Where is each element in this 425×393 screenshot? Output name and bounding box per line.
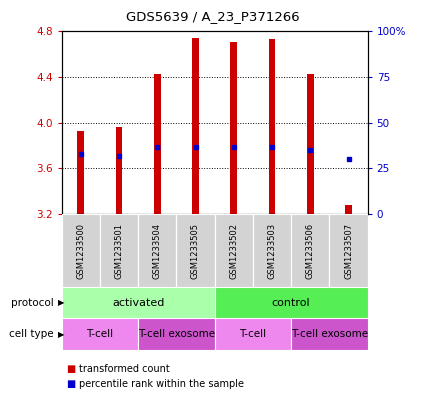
Bar — [329, 214, 368, 287]
Text: ■: ■ — [66, 379, 75, 389]
Text: cell type: cell type — [9, 329, 57, 339]
Bar — [62, 287, 215, 318]
Text: transformed count: transformed count — [79, 364, 170, 375]
Bar — [62, 318, 138, 350]
Text: ▶: ▶ — [58, 298, 65, 307]
Text: GSM1233507: GSM1233507 — [344, 222, 353, 279]
Bar — [62, 214, 100, 287]
Bar — [291, 318, 368, 350]
Text: ■: ■ — [66, 364, 75, 375]
Bar — [215, 287, 368, 318]
Bar — [138, 318, 215, 350]
Bar — [176, 214, 215, 287]
Text: ▶: ▶ — [58, 330, 65, 338]
Text: T-cell: T-cell — [239, 329, 266, 339]
Bar — [291, 214, 329, 287]
Text: GSM1233500: GSM1233500 — [76, 222, 85, 279]
Text: GSM1233503: GSM1233503 — [267, 222, 277, 279]
Bar — [192, 38, 199, 214]
Text: activated: activated — [112, 298, 164, 308]
Bar — [116, 127, 122, 214]
Bar — [154, 74, 161, 214]
Bar — [215, 318, 291, 350]
Text: protocol: protocol — [11, 298, 57, 308]
Text: GSM1233501: GSM1233501 — [114, 222, 124, 279]
Bar — [307, 74, 314, 214]
Text: T-cell exosome: T-cell exosome — [138, 329, 215, 339]
Text: T-cell exosome: T-cell exosome — [291, 329, 368, 339]
Bar — [253, 214, 291, 287]
Bar — [100, 214, 138, 287]
Bar — [345, 205, 352, 214]
Text: GSM1233504: GSM1233504 — [153, 222, 162, 279]
Text: GSM1233506: GSM1233506 — [306, 222, 315, 279]
Text: T-cell: T-cell — [86, 329, 113, 339]
Text: GSM1233505: GSM1233505 — [191, 222, 200, 279]
Bar — [230, 42, 237, 214]
Bar — [138, 214, 176, 287]
Bar — [215, 214, 253, 287]
Text: percentile rank within the sample: percentile rank within the sample — [79, 379, 244, 389]
Text: GSM1233502: GSM1233502 — [229, 222, 238, 279]
Bar — [269, 39, 275, 214]
Text: GDS5639 / A_23_P371266: GDS5639 / A_23_P371266 — [126, 10, 299, 23]
Text: control: control — [272, 298, 310, 308]
Bar — [77, 131, 84, 214]
